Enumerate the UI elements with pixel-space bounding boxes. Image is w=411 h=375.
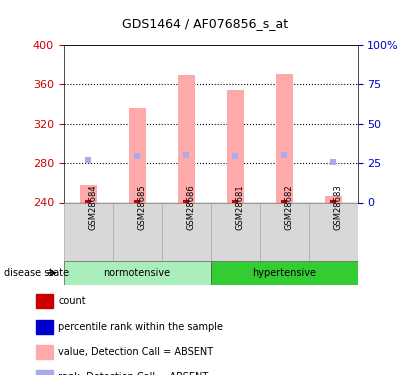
Text: rank, Detection Call = ABSENT: rank, Detection Call = ABSENT: [58, 372, 208, 375]
Text: normotensive: normotensive: [104, 268, 171, 278]
Bar: [325, 196, 342, 202]
Text: GSM28682: GSM28682: [284, 184, 293, 230]
Bar: [211, 261, 358, 285]
Bar: [226, 90, 244, 202]
Bar: [37, 294, 53, 309]
Text: value, Detection Call = ABSENT: value, Detection Call = ABSENT: [58, 347, 213, 357]
Bar: [309, 202, 358, 261]
Bar: [37, 370, 53, 375]
Bar: [129, 108, 146, 202]
Bar: [260, 202, 309, 261]
Text: GSM28685: GSM28685: [137, 184, 146, 230]
Text: GSM28684: GSM28684: [88, 184, 97, 230]
Text: GSM28686: GSM28686: [186, 184, 195, 230]
Bar: [162, 202, 211, 261]
Bar: [113, 202, 162, 261]
Bar: [37, 320, 53, 334]
Bar: [178, 75, 195, 202]
Text: GDS1464 / AF076856_s_at: GDS1464 / AF076856_s_at: [122, 17, 289, 30]
Text: disease state: disease state: [4, 268, 69, 278]
Text: count: count: [58, 296, 86, 306]
Bar: [64, 261, 210, 285]
Text: GSM28681: GSM28681: [235, 184, 244, 230]
Text: GSM28683: GSM28683: [333, 184, 342, 230]
Bar: [80, 185, 97, 202]
Bar: [64, 202, 113, 261]
Bar: [275, 74, 293, 202]
Bar: [37, 345, 53, 359]
Text: percentile rank within the sample: percentile rank within the sample: [58, 322, 223, 332]
Bar: [211, 202, 260, 261]
Text: hypertensive: hypertensive: [252, 268, 316, 278]
